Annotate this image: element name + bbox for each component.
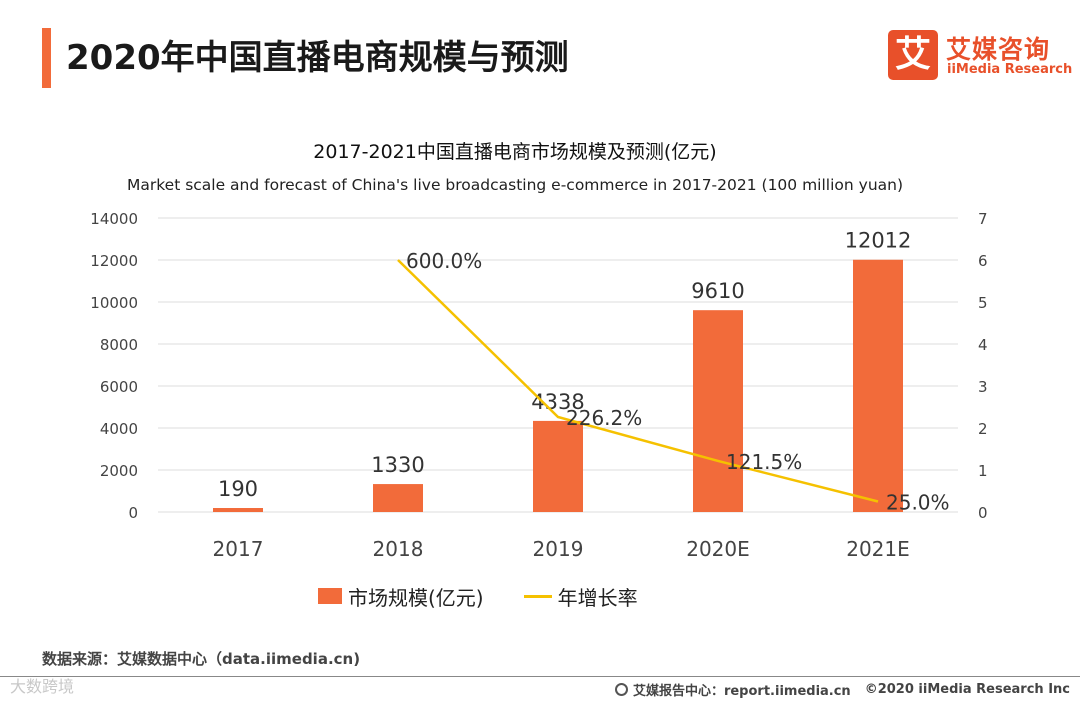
watermark: 大数跨境	[10, 677, 75, 696]
bar-value-label: 4338	[531, 390, 584, 414]
y-tick-label: 10000	[90, 294, 138, 312]
legend-bar-swatch	[318, 588, 342, 604]
globe-icon	[614, 683, 628, 696]
bar	[373, 484, 423, 512]
iimedia-logo: 艾 艾媒咨询 iiMedia Research	[888, 30, 1072, 82]
bar	[533, 420, 583, 512]
page-title: 2020年中国直播电商规模与预测	[66, 38, 569, 78]
y2-tick-label: 7	[978, 210, 988, 228]
legend-label-market-scale: 市场规模(亿元)	[348, 585, 484, 610]
x-tick-label: 2017	[213, 537, 264, 561]
x-tick-label: 2019	[533, 537, 584, 561]
growth-rate-label: 226.2%	[566, 406, 642, 430]
x-tick-label: 2021E	[846, 537, 910, 561]
growth-rate-line	[397, 259, 879, 503]
legend-label-growth-rate: 年增长率	[557, 585, 638, 610]
market-scale-chart: 2017-2021中国直播电商市场规模及预测(亿元) Market scale a…	[90, 141, 988, 561]
x-tick-label: 2020E	[686, 537, 750, 561]
growth-rate-label: 25.0%	[886, 491, 950, 515]
y-tick-label: 4000	[100, 420, 138, 438]
logo-english-name: iiMedia Research	[947, 62, 1073, 77]
y-tick-label: 0	[128, 504, 138, 522]
footer-report-link[interactable]: 艾媒报告中心：report.iimedia.cn	[632, 684, 851, 699]
footer-divider	[0, 676, 1080, 677]
logo-chinese-name: 艾媒咨询	[946, 35, 1051, 64]
logo-glyph-icon: 艾	[888, 30, 938, 80]
legend-line-swatch	[523, 594, 552, 598]
bar-value-label: 1330	[371, 453, 424, 477]
y2-tick-label: 1	[978, 462, 988, 480]
y-tick-label: 6000	[100, 378, 138, 396]
bar-value-label: 9610	[691, 279, 744, 303]
chart-title: 2017-2021中国直播电商市场规模及预测(亿元)	[313, 141, 716, 163]
y2-tick-label: 2	[978, 420, 988, 438]
y-tick-label: 8000	[100, 336, 138, 354]
data-source-note: 数据来源：艾媒数据中心（data.iimedia.cn)	[42, 650, 361, 668]
bar	[693, 310, 743, 512]
y2-tick-label: 5	[978, 294, 988, 312]
chart-subtitle: Market scale and forecast of China's liv…	[127, 176, 903, 194]
y-tick-label: 14000	[90, 210, 138, 228]
bar-value-label: 190	[218, 477, 258, 501]
footer-copyright: ©2020 iiMedia Research Inc	[864, 682, 1070, 697]
y2-tick-label: 0	[978, 504, 988, 522]
chart-legend: 市场规模(亿元) 年增长率	[318, 582, 678, 610]
y-tick-label: 12000	[90, 252, 138, 270]
legend-item-market-scale: 市场规模(亿元)	[318, 582, 484, 611]
y-tick-label: 2000	[100, 462, 138, 480]
growth-rate-label: 600.0%	[406, 249, 482, 273]
bar	[213, 508, 263, 512]
x-tick-label: 2018	[373, 537, 424, 561]
growth-rate-label: 121.5%	[726, 450, 802, 474]
legend-item-growth-rate: 年增长率	[523, 582, 638, 611]
y2-tick-label: 4	[978, 336, 988, 354]
y2-tick-label: 6	[978, 252, 988, 270]
y2-tick-label: 3	[978, 378, 988, 396]
title-accent-bar	[42, 28, 51, 88]
footer-credits: 艾媒报告中心：report.iimedia.cn ©2020 iiMedia R…	[614, 680, 1070, 699]
bar-value-label: 12012	[845, 229, 912, 253]
bar	[853, 259, 903, 512]
